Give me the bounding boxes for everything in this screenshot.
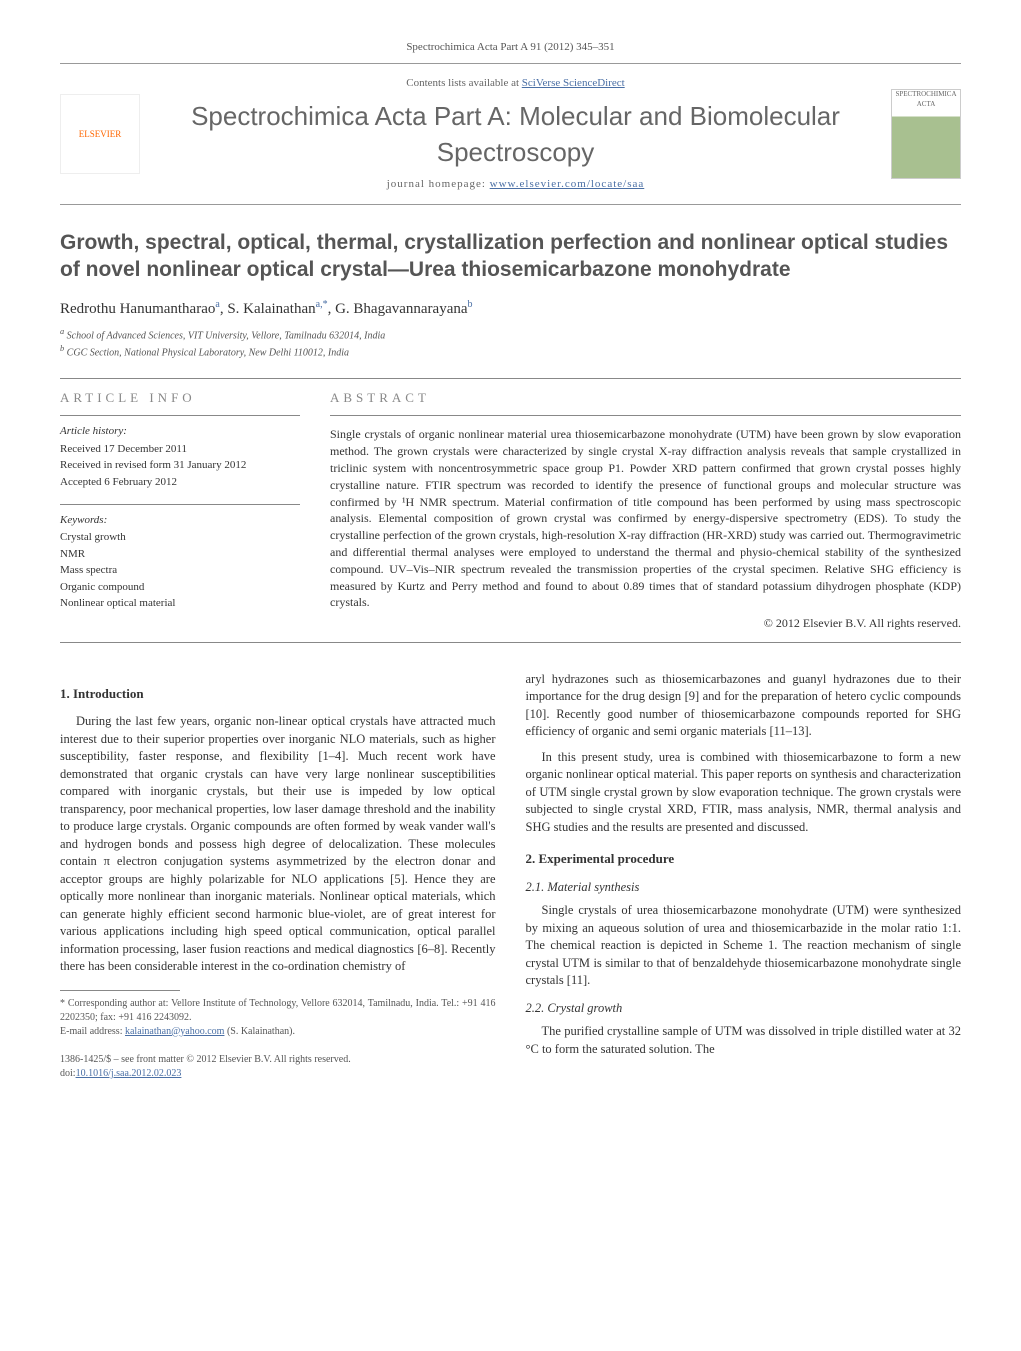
keyword: Organic compound [60, 580, 300, 595]
article-info-header: article info [60, 389, 300, 407]
article-info-column: article info Article history: Received 1… [60, 389, 300, 632]
doi-line: doi:10.1016/j.saa.2012.02.023 [60, 1067, 496, 1081]
footnote-separator [60, 990, 180, 991]
intro-paragraph-cont: aryl hydrazones such as thiosemicarbazon… [526, 671, 962, 741]
affiliation-line: a School of Advanced Sciences, VIT Unive… [60, 326, 961, 343]
keyword: Nonlinear optical material [60, 596, 300, 611]
subsection-heading-growth: 2.2. Crystal growth [526, 1000, 962, 1018]
homepage-link[interactable]: www.elsevier.com/locate/saa [490, 178, 645, 190]
history-label: Article history: [60, 424, 300, 439]
abstract-copyright: © 2012 Elsevier B.V. All rights reserved… [330, 615, 961, 632]
email-footnote: E-mail address: kalainathan@yahoo.com (S… [60, 1025, 496, 1039]
section-heading-experimental: 2. Experimental procedure [526, 850, 962, 868]
homepage-pre: journal homepage: [387, 178, 490, 190]
abstract-body: Single crystals of organic nonlinear mat… [330, 427, 961, 609]
journal-cover-thumbnail: SPECTROCHIMICA ACTA [891, 89, 961, 179]
keyword: Crystal growth [60, 530, 300, 545]
abstract-column: abstract Single crystals of organic nonl… [330, 389, 961, 632]
right-column: aryl hydrazones such as thiosemicarbazon… [526, 671, 962, 1081]
page-container: Spectrochimica Acta Part A 91 (2012) 345… [0, 0, 1021, 1121]
journal-title: Spectrochimica Acta Part A: Molecular an… [156, 98, 875, 171]
doi-pre: doi: [60, 1068, 76, 1079]
synthesis-paragraph: Single crystals of urea thiosemicarbazon… [526, 902, 962, 990]
homepage-line: journal homepage: www.elsevier.com/locat… [156, 177, 875, 192]
journal-reference: Spectrochimica Acta Part A 91 (2012) 345… [60, 40, 961, 55]
sciencedirect-link[interactable]: SciVerse ScienceDirect [522, 77, 625, 89]
author-sup: b [468, 299, 473, 310]
history-line: Received 17 December 2011 [60, 442, 300, 457]
author-sup: a [215, 299, 219, 310]
two-column-body: 1. Introduction During the last few year… [60, 671, 961, 1081]
author-name: G. Bhagavannarayana [335, 301, 467, 317]
author-name: Redrothu Hanumantharao [60, 301, 215, 317]
article-title: Growth, spectral, optical, thermal, crys… [60, 229, 961, 284]
front-matter-line: 1386-1425/$ – see front matter © 2012 El… [60, 1053, 496, 1067]
contents-line: Contents lists available at SciVerse Sci… [156, 76, 875, 91]
abstract-text: Single crystals of organic nonlinear mat… [330, 415, 961, 632]
intro-paragraph: In this present study, urea is combined … [526, 749, 962, 837]
affil-text: CGC Section, National Physical Laborator… [67, 347, 349, 358]
affil-sup: a [60, 327, 64, 336]
keyword: Mass spectra [60, 563, 300, 578]
affiliation-line: b CGC Section, National Physical Laborat… [60, 343, 961, 360]
intro-paragraph: During the last few years, organic non-l… [60, 713, 496, 976]
author-sup: a,* [316, 299, 328, 310]
section-heading-intro: 1. Introduction [60, 685, 496, 703]
email-label: E-mail address: [60, 1026, 125, 1037]
doi-link[interactable]: 10.1016/j.saa.2012.02.023 [76, 1068, 182, 1079]
article-history-block: Article history: Received 17 December 20… [60, 415, 300, 490]
header-center: Contents lists available at SciVerse Sci… [156, 76, 875, 192]
author-name: S. Kalainathan [227, 301, 315, 317]
affil-text: School of Advanced Sciences, VIT Univers… [67, 330, 386, 341]
keywords-label: Keywords: [60, 513, 300, 528]
keyword: NMR [60, 547, 300, 562]
subsection-heading-synthesis: 2.1. Material synthesis [526, 879, 962, 897]
affiliations: a School of Advanced Sciences, VIT Unive… [60, 326, 961, 361]
keywords-block: Keywords: Crystal growth NMR Mass spectr… [60, 504, 300, 611]
journal-header: ELSEVIER Contents lists available at Sci… [60, 63, 961, 205]
divider [60, 642, 961, 643]
abstract-header: abstract [330, 389, 961, 407]
email-suffix: (S. Kalainathan). [224, 1026, 295, 1037]
info-abstract-row: article info Article history: Received 1… [60, 389, 961, 632]
corresponding-author-footnote: * Corresponding author at: Vellore Insti… [60, 997, 496, 1025]
author-list: Redrothu Hanumantharaoa, S. Kalainathana… [60, 298, 961, 320]
left-column: 1. Introduction During the last few year… [60, 671, 496, 1081]
footer-block: 1386-1425/$ – see front matter © 2012 El… [60, 1053, 496, 1081]
divider [60, 378, 961, 379]
email-link[interactable]: kalainathan@yahoo.com [125, 1026, 224, 1037]
elsevier-logo: ELSEVIER [60, 94, 140, 174]
contents-pre: Contents lists available at [406, 77, 521, 89]
history-line: Accepted 6 February 2012 [60, 475, 300, 490]
growth-paragraph: The purified crystalline sample of UTM w… [526, 1023, 962, 1058]
history-line: Received in revised form 31 January 2012 [60, 458, 300, 473]
affil-sup: b [60, 344, 64, 353]
